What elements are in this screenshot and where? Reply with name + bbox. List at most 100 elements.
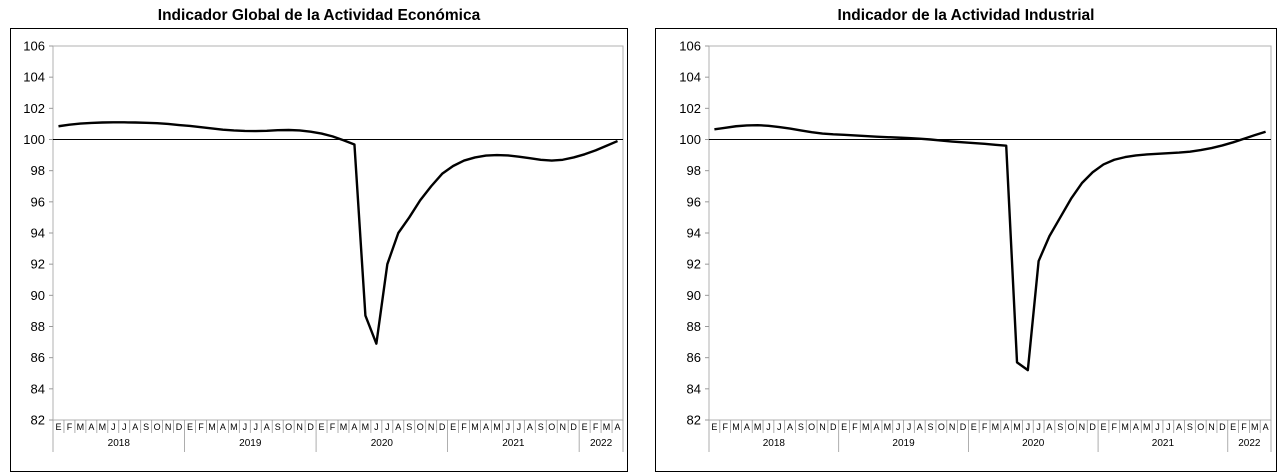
month-label: F [982, 422, 988, 432]
month-label: S [1057, 422, 1063, 432]
month-label: O [1197, 422, 1204, 432]
year-label: 2022 [1238, 438, 1261, 449]
month-label: A [874, 422, 880, 432]
month-label: M [208, 422, 216, 432]
month-label: M [1251, 422, 1259, 432]
year-label: 2018 [763, 438, 786, 449]
y-tick-label: 98 [31, 163, 45, 178]
month-label: M [471, 422, 479, 432]
y-tick-label: 98 [687, 163, 701, 178]
y-tick-label: 82 [687, 413, 701, 428]
month-label: M [884, 422, 892, 432]
month-label: J [1166, 422, 1171, 432]
y-tick-label: 94 [687, 226, 701, 241]
y-tick-label: 102 [23, 101, 45, 116]
month-label: N [165, 422, 172, 432]
month-label: E [971, 422, 977, 432]
y-tick-label: 94 [31, 226, 45, 241]
month-label: S [275, 422, 281, 432]
y-tick-label: 102 [679, 101, 701, 116]
month-label: M [992, 422, 1000, 432]
y-tick-label: 82 [31, 413, 45, 428]
month-label: D [1089, 422, 1096, 432]
month-label: J [1026, 422, 1031, 432]
month-label: J [896, 422, 901, 432]
month-label: M [1143, 422, 1151, 432]
month-label: O [548, 422, 555, 432]
month-label: E [450, 422, 456, 432]
month-label: M [340, 422, 348, 432]
year-label: 2019 [892, 438, 915, 449]
month-label: M [99, 422, 107, 432]
month-label: M [362, 422, 370, 432]
y-tick-label: 92 [687, 257, 701, 272]
month-label: A [1133, 422, 1139, 432]
month-label: J [777, 422, 782, 432]
month-label: A [615, 422, 621, 432]
month-label: J [766, 422, 771, 432]
y-tick-label: 106 [679, 39, 701, 54]
month-label: S [538, 422, 544, 432]
month-label: D [960, 422, 967, 432]
month-label: O [1068, 422, 1075, 432]
month-label: F [330, 422, 336, 432]
month-label: A [483, 422, 489, 432]
month-label: F [593, 422, 599, 432]
month-label: E [711, 422, 717, 432]
month-label: O [154, 422, 161, 432]
y-tick-label: 86 [31, 350, 45, 365]
y-tick-label: 96 [687, 194, 701, 209]
chart-frame: 82 84 86 88 90 92 94 96 98 100 102 104 106 E F M A M J J A S O… [655, 28, 1277, 472]
plot-area [52, 45, 624, 421]
y-tick-label: 96 [31, 194, 45, 209]
month-label: N [949, 422, 956, 432]
month-label: F [198, 422, 204, 432]
month-label: A [132, 422, 138, 432]
month-label: D [570, 422, 577, 432]
month-label: E [841, 422, 847, 432]
month-label: D [1219, 422, 1226, 432]
month-label: A [917, 422, 923, 432]
month-label: J [907, 422, 912, 432]
month-label: J [517, 422, 522, 432]
month-label: E [187, 422, 193, 432]
month-label: F [67, 422, 73, 432]
month-label: D [830, 422, 837, 432]
y-tick-label: 86 [687, 350, 701, 365]
month-label: A [787, 422, 793, 432]
year-label: 2019 [239, 438, 262, 449]
y-tick-label: 90 [31, 288, 45, 303]
month-label: O [808, 422, 815, 432]
month-label: M [862, 422, 870, 432]
y-tick-label: 90 [687, 288, 701, 303]
month-label: J [122, 422, 127, 432]
month-label: M [732, 422, 740, 432]
month-label: A [1176, 422, 1182, 432]
plot-area [708, 45, 1272, 421]
month-label: D [176, 422, 183, 432]
month-label: M [1121, 422, 1129, 432]
month-label: E [319, 422, 325, 432]
y-tick-label: 84 [687, 381, 701, 396]
month-label: J [374, 422, 379, 432]
chart-title: Indicador de la Actividad Industrial [837, 7, 1095, 24]
month-label: S [928, 422, 934, 432]
month-label: F [722, 422, 728, 432]
month-label: S [406, 422, 412, 432]
month-label: O [417, 422, 424, 432]
y-tick-label: 104 [23, 70, 45, 85]
y-tick-label: 104 [679, 70, 701, 85]
month-label: E [1100, 422, 1106, 432]
series-line [714, 123, 1266, 372]
chart-title: Indicador Global de la Actividad Económi… [157, 7, 481, 24]
month-label: M [1013, 422, 1021, 432]
month-label: N [296, 422, 303, 432]
month-label: J [254, 422, 258, 432]
month-label: F [1241, 422, 1247, 432]
month-label: J [243, 422, 248, 432]
month-label: N [1208, 422, 1215, 432]
month-label: S [1187, 422, 1193, 432]
month-label: J [111, 422, 116, 432]
y-tick-label: 100 [679, 132, 701, 147]
